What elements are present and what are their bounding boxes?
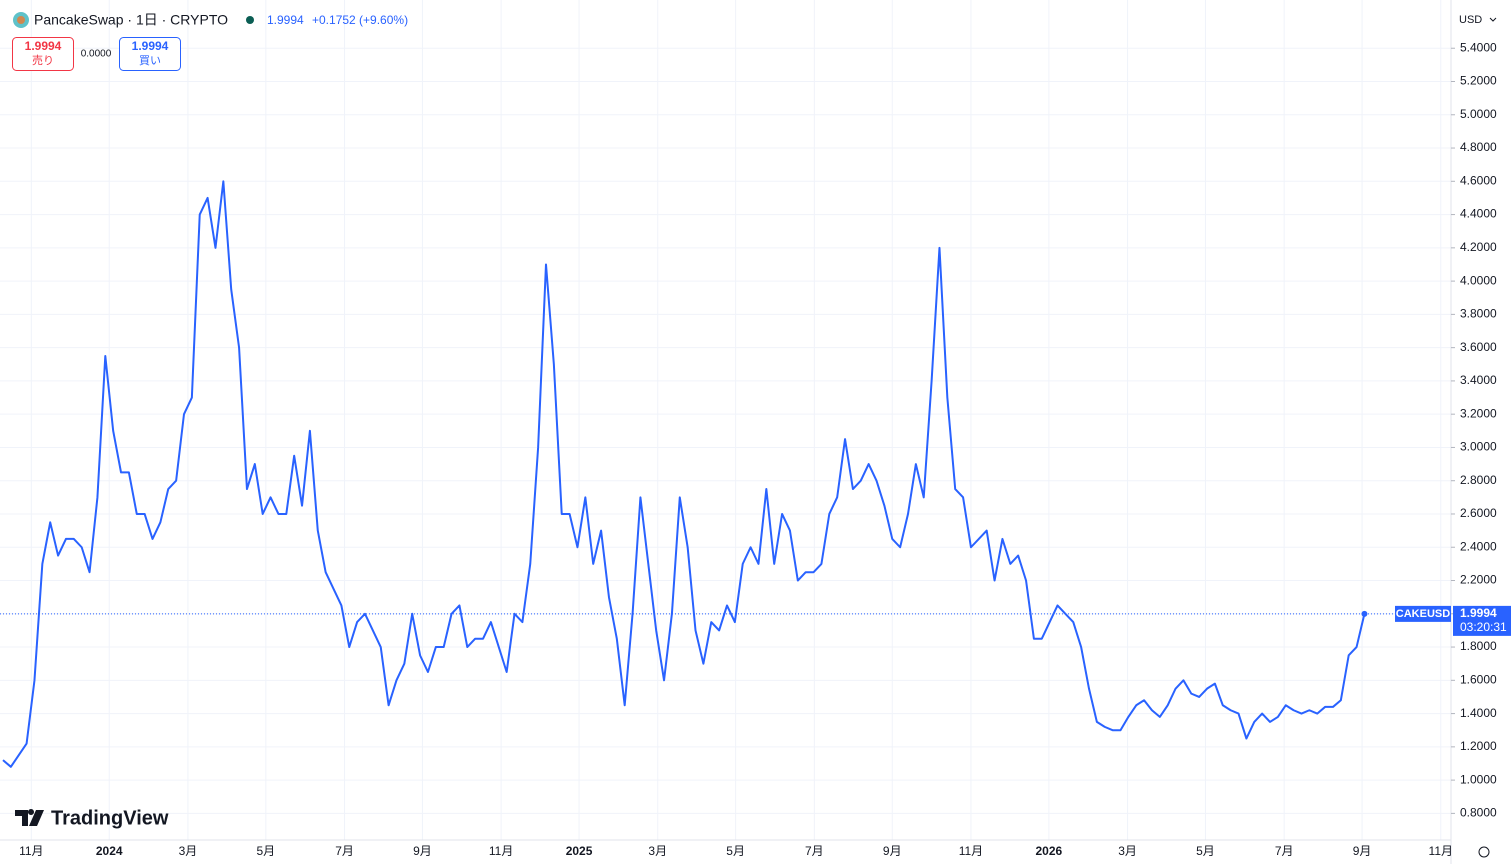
- brand-icon: [15, 809, 44, 826]
- x-tick-label: 9月: [1353, 844, 1372, 858]
- market-status: [246, 16, 254, 24]
- x-tick-label: 3月: [648, 844, 667, 858]
- y-tick-label: 1.8000: [1460, 639, 1497, 653]
- sell-price[interactable]: 1.9994: [25, 39, 62, 53]
- y-tick-label: 5.2000: [1460, 74, 1497, 88]
- sell-label[interactable]: 売り: [32, 54, 54, 67]
- y-tick-label: 3.6000: [1460, 340, 1497, 354]
- y-tick-label: 4.4000: [1460, 207, 1497, 221]
- buy-price[interactable]: 1.9994: [132, 39, 169, 53]
- y-tick-label: 1.2000: [1460, 739, 1497, 753]
- price-label: 1.9994: [1460, 606, 1497, 620]
- price-label-box: [1453, 605, 1511, 636]
- y-tick-label: 2.8000: [1460, 473, 1497, 487]
- x-tick-label: 3月: [179, 844, 198, 858]
- plot: [0, 180, 1451, 768]
- y-tick-label: 1.4000: [1460, 706, 1497, 720]
- price-line: [2, 180, 1366, 768]
- x-tick-label: 5月: [1196, 844, 1215, 858]
- buy-button[interactable]: [119, 37, 181, 71]
- y-tick-label: 1.0000: [1460, 772, 1497, 786]
- y-tick-label: 4.0000: [1460, 273, 1497, 287]
- x-tick-label: 9月: [413, 844, 432, 858]
- y-tick-label: 5.4000: [1460, 40, 1497, 54]
- x-tick-label: 7月: [1275, 844, 1294, 858]
- x-tick-label: 11月: [1429, 844, 1453, 858]
- y-tick-label: 3.8000: [1460, 307, 1497, 321]
- currency-button[interactable]: [1453, 7, 1509, 32]
- x-tick-label: 7月: [335, 844, 354, 858]
- x-tick-label: 5月: [726, 844, 745, 858]
- brand-name: TradingView: [51, 807, 169, 829]
- y-tick-label: 3.4000: [1460, 373, 1497, 387]
- price-change: +0.1752 (+9.60%): [312, 13, 408, 27]
- sell-button[interactable]: [12, 37, 74, 71]
- y-tick-label: 3.2000: [1460, 406, 1497, 420]
- y-tick-label: 4.6000: [1460, 173, 1497, 187]
- currency[interactable]: USD: [1459, 14, 1482, 26]
- last-point: [1361, 610, 1368, 617]
- symbol-icon-inner: [17, 16, 25, 24]
- x-tick-label: 11月: [959, 844, 983, 858]
- y-tick-label: 2.4000: [1460, 539, 1497, 553]
- y-tick-label: 2.2000: [1460, 573, 1497, 587]
- grid: [0, 0, 1451, 840]
- symbol-label-box: [1395, 605, 1451, 622]
- symbol-title: PancakeSwap · 1日 · CRYPTO: [34, 12, 228, 28]
- x-tick-label: 2025: [566, 844, 593, 858]
- x-tick-label: 5月: [256, 844, 275, 858]
- x-tick-label: 2026: [1036, 844, 1063, 858]
- x-tick-label: 7月: [805, 844, 824, 858]
- y-tick-label: 4.8000: [1460, 140, 1497, 154]
- last-price: 1.9994: [267, 13, 304, 27]
- x-tick-label: 11月: [19, 844, 43, 858]
- y-tick-label: 4.2000: [1460, 240, 1497, 254]
- settings-icon[interactable]: [1478, 846, 1490, 858]
- axes: 0.80001.00001.20001.40001.60001.80002.00…: [19, 40, 1511, 858]
- y-tick-label: 5.0000: [1460, 107, 1497, 121]
- symbol-label: CAKEUSD: [1396, 608, 1450, 620]
- x-tick-label: 9月: [883, 844, 902, 858]
- buy-label[interactable]: 買い: [139, 54, 161, 67]
- currency-chevron[interactable]: [1489, 17, 1497, 22]
- brand-logo: TradingView: [15, 807, 169, 829]
- y-tick-label: 1.6000: [1460, 672, 1497, 686]
- x-tick-label: 3月: [1118, 844, 1137, 858]
- x-tick-label: 2024: [96, 844, 123, 858]
- y-tick-label: 3.0000: [1460, 440, 1497, 454]
- x-tick-label: 11月: [489, 844, 513, 858]
- countdown-label: 03:20:31: [1460, 620, 1507, 634]
- spread: 0.0000: [81, 49, 112, 60]
- y-tick-label: 0.8000: [1460, 806, 1497, 820]
- y-tick-label: 2.6000: [1460, 506, 1497, 520]
